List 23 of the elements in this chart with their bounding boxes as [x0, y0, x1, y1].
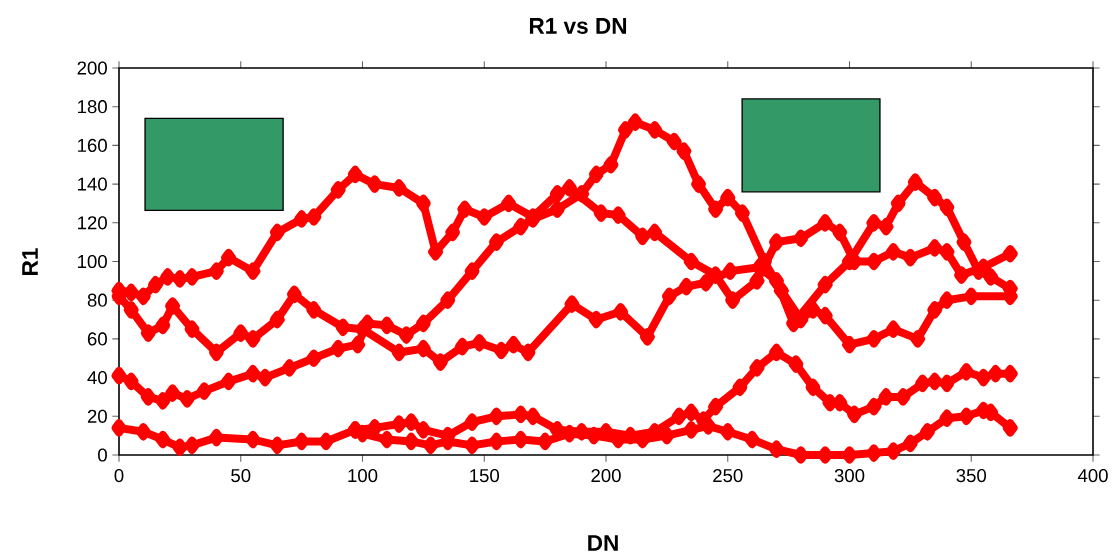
y-tick-label: 60: [87, 332, 107, 346]
y-axis-title: R1: [22, 248, 38, 275]
y-tick-label: 100: [78, 254, 107, 269]
y-tick-label: 0: [98, 448, 107, 462]
y-tick-label: 140: [78, 177, 107, 191]
y-tick-label: 120: [78, 216, 107, 230]
y-tick-label: 160: [78, 138, 107, 152]
y-tick-label: 200: [77, 61, 107, 75]
x-tick-label: 300: [834, 468, 865, 483]
y-tick-label: 180: [78, 100, 107, 114]
y-tick-label: 20: [87, 409, 107, 423]
x-tick-label: 50: [231, 468, 251, 483]
x-tick-label: 150: [470, 468, 500, 483]
x-tick-label: 100: [348, 468, 378, 483]
y-tick-label: 40: [87, 371, 107, 385]
x-tick-label: 400: [1077, 468, 1108, 483]
x-tick-label: 0: [114, 468, 124, 483]
y-tick-label: 80: [87, 293, 107, 307]
x-tick-label: 200: [591, 468, 621, 483]
chart-title: R1 vs DN: [529, 18, 627, 34]
x-axis-title: DN: [588, 535, 618, 551]
x-tick-label: 350: [956, 468, 987, 483]
x-tick-label: 250: [713, 468, 743, 483]
